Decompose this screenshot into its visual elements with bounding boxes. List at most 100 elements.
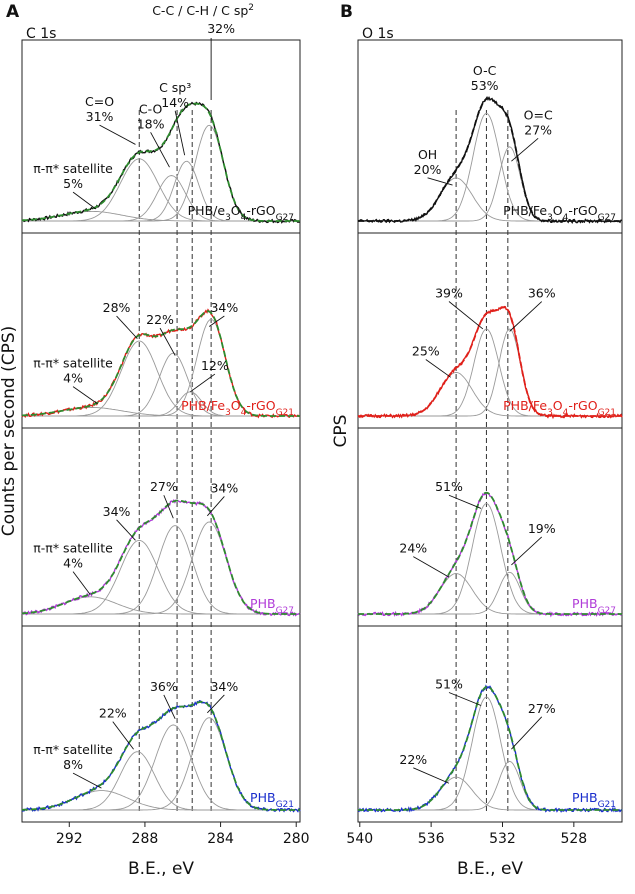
component-annotation: 34% <box>208 300 238 327</box>
annotation-text: π-π* satellite <box>33 161 113 176</box>
x-tick-label: 536 <box>418 831 445 847</box>
header-label-carbon-sp2: C-C / C-H / C sp2 <box>152 3 254 18</box>
y-axis-label: Counts per second (CPS) <box>0 326 19 537</box>
axis-frame <box>357 39 623 823</box>
sample-label: PHBG21 <box>572 790 616 810</box>
sample-label: PHBG27 <box>572 596 616 616</box>
annotation-text: 4% <box>63 371 83 386</box>
annotation-text: 19% <box>528 521 556 536</box>
annotation-text: 36% <box>150 679 178 694</box>
fit-envelope <box>22 700 300 811</box>
fit-envelope <box>21 499 300 615</box>
fit-envelope <box>358 491 622 615</box>
annotation-arrow <box>425 359 452 378</box>
x-tick-label: 284 <box>207 831 234 847</box>
component-annotation: 36% <box>150 679 178 720</box>
component-annotation: 34% <box>207 679 238 714</box>
annotation-arrow <box>511 137 539 162</box>
annotation-text: 53% <box>471 78 499 93</box>
annotation-text: 22% <box>399 752 427 767</box>
component-annotation: 22% <box>146 312 176 356</box>
annotation-text: 31% <box>86 109 114 124</box>
annotation-text: 34% <box>103 504 131 519</box>
sample-label: PHB/Fe3O4-rGOG27 <box>503 203 616 223</box>
component-annotation: 22% <box>99 706 134 750</box>
annotation-text: 28% <box>103 300 131 315</box>
sample-label: PHBG27 <box>250 596 294 616</box>
annotation-text: 22% <box>99 706 127 721</box>
annotation-text: OH <box>418 147 437 162</box>
annotation-arrow <box>511 716 543 750</box>
annotation-arrow <box>116 315 138 339</box>
y-axis-label: CPS <box>331 415 351 448</box>
sample-label: PHB/Fe3O4-rGOG21 <box>503 398 616 418</box>
annotation-text: 24% <box>399 541 427 556</box>
annotation-text: 4% <box>63 556 83 571</box>
annotation-arrow <box>427 177 453 186</box>
annotation-text: O=C <box>524 107 553 122</box>
annotation-arrow <box>413 767 450 784</box>
subplot-4: 51% 27% 22% PHBG21 <box>357 676 623 813</box>
x-tick-label: 292 <box>56 831 83 847</box>
annotation-text: C sp³ <box>159 80 191 95</box>
annotation-arrow <box>190 373 216 393</box>
fit-envelope <box>358 97 622 222</box>
component-annotation: 27% <box>511 701 556 750</box>
fit-envelope <box>22 102 300 222</box>
annotation-text: 5% <box>63 176 83 191</box>
component-annotation: 36% <box>509 286 556 332</box>
annotation-arrow <box>163 694 176 720</box>
x-tick-label: 532 <box>489 831 516 847</box>
annotation-text: 14% <box>161 95 189 110</box>
fit-envelope <box>22 310 300 417</box>
panel-label: B <box>340 2 353 22</box>
annotation-arrow <box>207 694 225 714</box>
subplot-3: 51% 19% 24% PHBG27 <box>357 479 623 618</box>
annotation-text: C-O <box>139 101 163 116</box>
sample-label: PHBG21 <box>250 790 294 810</box>
annotation-text: 36% <box>528 286 556 301</box>
component-annotation: 51% <box>435 676 482 706</box>
annotation-text: 25% <box>412 344 440 359</box>
x-tick-label: 540 <box>346 831 373 847</box>
annotation-text: π-π* satellite <box>33 742 113 757</box>
component-annotation: C-O18% <box>137 101 170 168</box>
annotation-arrow <box>116 519 136 541</box>
annotation-arrow <box>72 191 97 210</box>
annotation-arrow <box>206 496 225 517</box>
annotation-text: π-π* satellite <box>33 356 113 371</box>
component-annotation: 25% <box>412 344 452 378</box>
x-axis-label: B.E., eV <box>457 859 523 879</box>
annotation-arrow <box>509 301 543 332</box>
core-level-label: O 1s <box>362 26 394 42</box>
annotation-text: π-π* satellite <box>33 541 113 556</box>
fit-envelope <box>358 685 622 811</box>
component-annotation: 51% <box>435 479 482 509</box>
annotation-text: 39% <box>435 286 463 301</box>
component-annotation: 27% <box>150 479 178 519</box>
annotation-arrow <box>159 327 176 356</box>
annotation-arrow <box>72 386 98 405</box>
annotation-arrow <box>448 494 482 509</box>
x-axis-label: B.E., eV <box>128 859 194 879</box>
panel-label: A <box>6 2 20 22</box>
annotation-arrow <box>511 536 543 566</box>
component-annotation: 24% <box>399 541 450 578</box>
annotation-arrow <box>413 556 450 578</box>
annotation-text: 27% <box>524 122 552 137</box>
annotation-text: O-C <box>473 63 497 78</box>
annotation-text: 27% <box>150 479 178 494</box>
annotation-text: 51% <box>435 676 463 691</box>
annotation-text: 8% <box>63 757 83 772</box>
header-label-percent: 32% <box>207 21 235 36</box>
annotation-arrow <box>448 692 482 706</box>
annotation-text: 27% <box>528 701 556 716</box>
annotation-text: 20% <box>414 162 442 177</box>
